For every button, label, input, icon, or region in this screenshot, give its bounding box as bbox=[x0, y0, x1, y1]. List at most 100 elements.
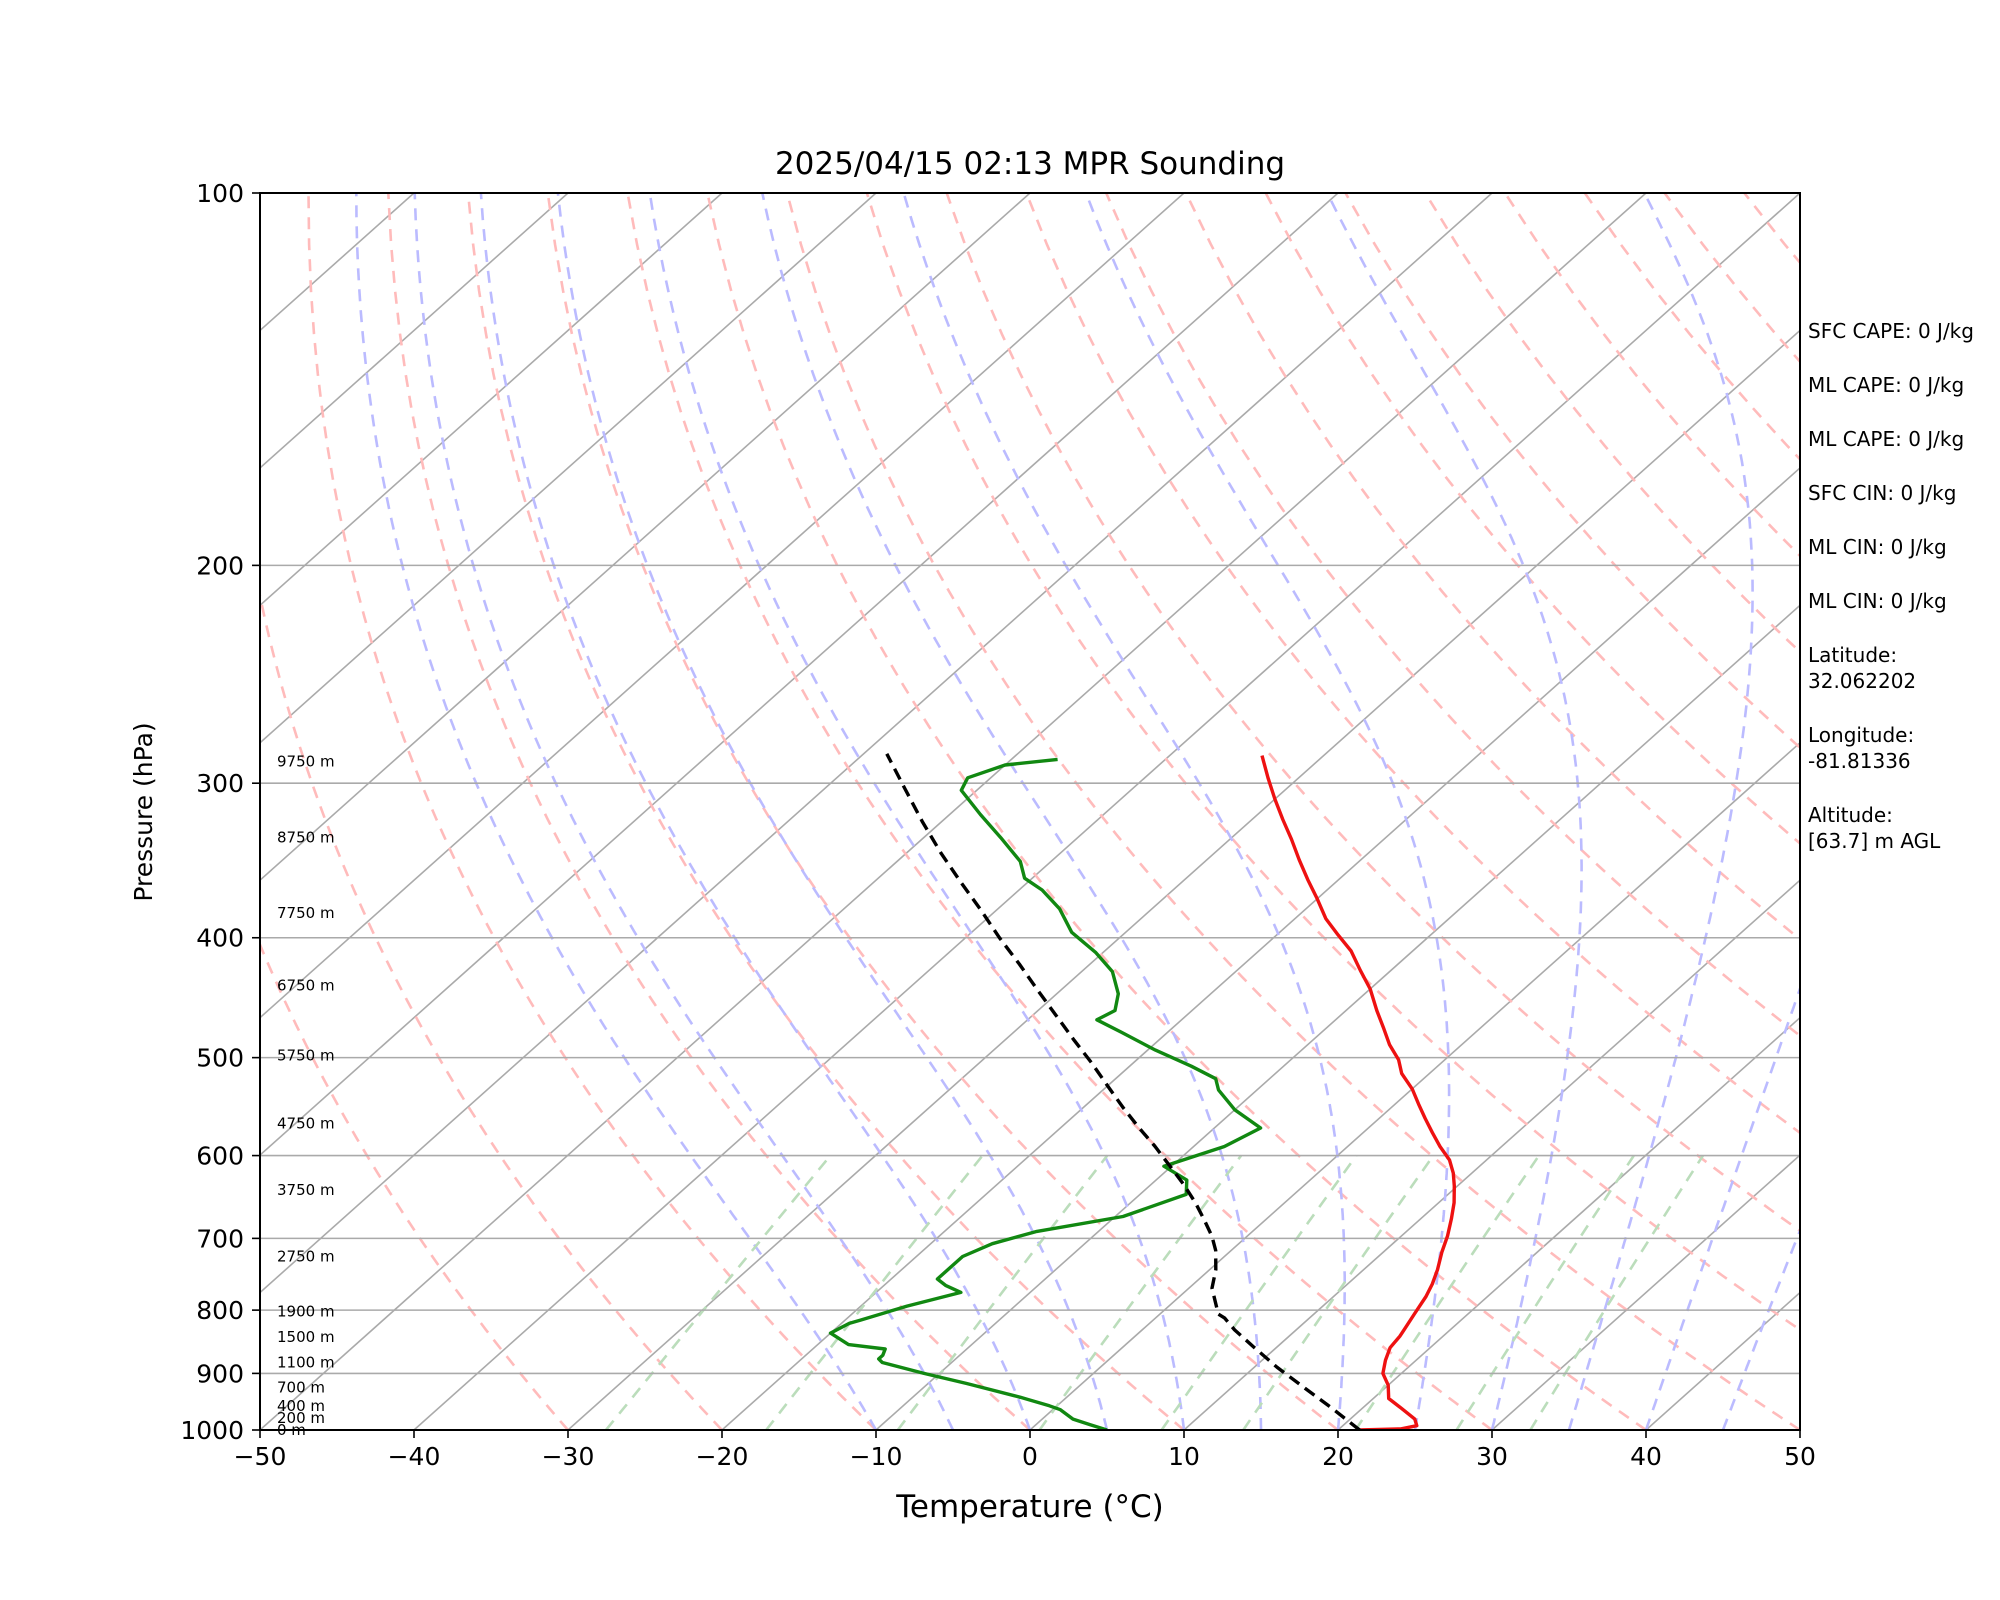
isotherm-line bbox=[567, 329, 1800, 1430]
temperature-profile-line bbox=[1260, 755, 1456, 1430]
isotherm-line bbox=[260, 193, 1493, 1294]
dry-adiabat-line bbox=[1105, 193, 1800, 1038]
x-tick-label: −50 bbox=[234, 1442, 287, 1471]
height-label: 400 m bbox=[277, 1397, 325, 1415]
chart-title: 2025/04/15 02:13 MPR Sounding bbox=[775, 146, 1285, 182]
dry-adiabat-line bbox=[865, 193, 1800, 1332]
moist-adiabat-line bbox=[761, 193, 1263, 1430]
height-label: 8750 m bbox=[277, 829, 335, 847]
dry-adiabat-line bbox=[307, 193, 877, 1430]
dry-adiabat-line bbox=[1264, 193, 1800, 846]
info-annotation: Latitude: 32.062202 bbox=[1808, 643, 1917, 693]
dry-adiabat-line bbox=[260, 589, 723, 1430]
moist-adiabat-line bbox=[902, 193, 1346, 1430]
isotherm-line bbox=[875, 604, 1800, 1430]
mixing-ratio-line bbox=[1354, 1154, 1540, 1430]
y-tick-label: 700 bbox=[196, 1224, 244, 1253]
x-tick-label: 40 bbox=[1630, 1442, 1662, 1471]
moist-adiabat-line bbox=[1084, 193, 1451, 1430]
info-annotation: ML CIN: 0 J/kg bbox=[1808, 535, 1947, 559]
dry-adiabat-line bbox=[706, 193, 1647, 1430]
y-tick-label: 900 bbox=[196, 1359, 244, 1388]
y-axis-label: Pressure (hPa) bbox=[129, 722, 158, 901]
dry-adiabat-line bbox=[387, 193, 1031, 1430]
height-label: 200 m bbox=[277, 1409, 325, 1427]
mixing-ratio-line bbox=[1160, 1154, 1358, 1430]
mixing-ratio-line bbox=[765, 1154, 984, 1430]
isotherm-line bbox=[260, 193, 1185, 1019]
isotherm-line bbox=[260, 193, 1031, 882]
dewpoint-profile-line bbox=[828, 757, 1263, 1430]
height-label: 3750 m bbox=[277, 1181, 335, 1199]
x-tick-label: 0 bbox=[1022, 1442, 1038, 1471]
isotherm-line bbox=[1491, 1154, 1800, 1430]
moist-adiabat-line bbox=[648, 193, 1186, 1430]
sounding-series bbox=[828, 753, 1456, 1430]
parcel-profile-line bbox=[885, 753, 1361, 1430]
height-label: 6750 m bbox=[277, 976, 335, 994]
y-tick-label: 400 bbox=[196, 924, 244, 953]
y-tick-label: 300 bbox=[196, 769, 244, 798]
info-annotation: ML CAPE: 0 J/kg bbox=[1808, 427, 1965, 451]
isotherm-line bbox=[413, 193, 1800, 1430]
isotherm-line bbox=[1029, 741, 1800, 1430]
info-annotation: Altitude: [63.7] m AGL bbox=[1808, 803, 1941, 853]
dry-adiabat-line bbox=[945, 193, 1800, 1233]
moist-adiabat-line bbox=[1567, 193, 1754, 1430]
isotherm-line bbox=[260, 193, 1339, 1157]
y-tick-label: 600 bbox=[196, 1142, 244, 1171]
dry-adiabat-line bbox=[1984, 193, 2000, 1430]
y-axis-ticks: 100 200 300 400 500 600 700 800 900 1000 bbox=[180, 179, 260, 1445]
height-label: 4750 m bbox=[277, 1114, 335, 1132]
reference-lines bbox=[0, 193, 2000, 1430]
height-label: 2750 m bbox=[277, 1247, 335, 1265]
dry-adiabat-line bbox=[1184, 193, 1800, 941]
height-label: 700 m bbox=[277, 1379, 325, 1397]
x-tick-label: −40 bbox=[388, 1442, 441, 1471]
height-label: 7750 m bbox=[277, 904, 335, 922]
mixing-ratio-line bbox=[1242, 1154, 1435, 1430]
x-axis-label: Temperature (°C) bbox=[895, 1489, 1164, 1525]
isotherm-line bbox=[0, 193, 106, 1430]
dry-adiabat-line bbox=[546, 193, 1339, 1430]
x-tick-label: 20 bbox=[1322, 1442, 1354, 1471]
moist-adiabat-line bbox=[1721, 1226, 1800, 1430]
mixing-ratio-line bbox=[1529, 1154, 1705, 1430]
height-label: 1500 m bbox=[277, 1328, 335, 1346]
y-tick-label: 800 bbox=[196, 1296, 244, 1325]
info-annotation: ML CIN: 0 J/kg bbox=[1808, 589, 1947, 613]
info-annotation: SFC CAPE: 0 J/kg bbox=[1808, 319, 1974, 343]
dry-adiabat-line bbox=[1344, 193, 1800, 750]
dry-adiabat-line bbox=[260, 941, 569, 1430]
dry-adiabat-line bbox=[1025, 193, 1800, 1135]
dry-adiabat-line bbox=[626, 193, 1493, 1430]
isotherm-line bbox=[260, 193, 877, 744]
isotherm-line bbox=[1337, 1016, 1800, 1430]
x-tick-label: −10 bbox=[850, 1442, 903, 1471]
isotherm-line bbox=[1183, 879, 1800, 1430]
moist-adiabat-line bbox=[479, 193, 1032, 1430]
height-label: 1100 m bbox=[277, 1354, 335, 1372]
pressure-gridlines bbox=[260, 564, 1800, 1375]
isotherm-line bbox=[721, 466, 1800, 1430]
y-tick-label: 100 bbox=[196, 179, 244, 208]
dry-adiabat-line bbox=[785, 193, 1800, 1430]
info-annotation: Longitude: -81.81336 bbox=[1808, 723, 1915, 773]
height-label: 1900 m bbox=[277, 1302, 335, 1320]
mixing-ratio-line bbox=[1038, 1154, 1243, 1430]
moist-adiabat-line bbox=[1644, 984, 1800, 1430]
height-label: 5750 m bbox=[277, 1046, 335, 1064]
height-label: 9750 m bbox=[277, 752, 335, 770]
moist-adiabat-line bbox=[556, 193, 1109, 1430]
x-tick-label: 50 bbox=[1784, 1442, 1816, 1471]
isotherm-line bbox=[260, 193, 1647, 1430]
info-annotation: ML CAPE: 0 J/kg bbox=[1808, 373, 1965, 397]
height-label: 0 m bbox=[277, 1421, 306, 1439]
moist-adiabat-line bbox=[1326, 193, 1583, 1430]
moist-adiabat-line bbox=[413, 193, 955, 1430]
x-tick-label: −20 bbox=[696, 1442, 749, 1471]
y-tick-label: 1000 bbox=[180, 1416, 244, 1445]
y-tick-label: 500 bbox=[196, 1044, 244, 1073]
